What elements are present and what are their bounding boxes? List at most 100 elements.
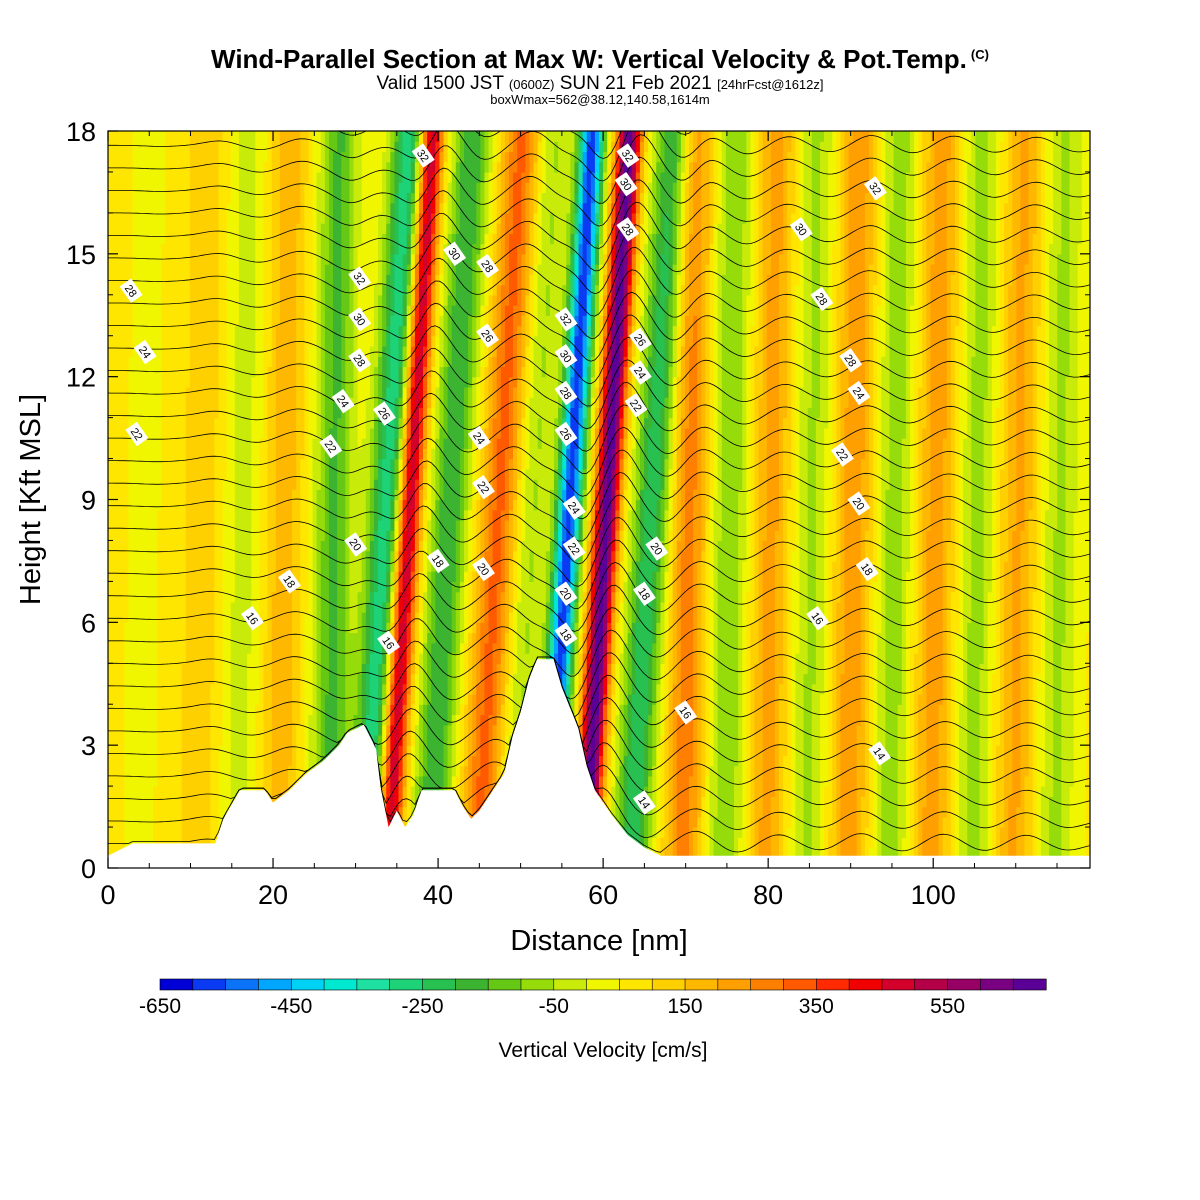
theta-contour-line bbox=[108, 382, 1090, 452]
box-max-info: boxWmax=562@38.12,140.58,1614m bbox=[490, 92, 710, 107]
contour-label-text: 28 bbox=[350, 352, 367, 369]
valid-date: SUN 21 Feb 2021 bbox=[559, 73, 712, 94]
theta-contour-line bbox=[108, 449, 1090, 520]
theta-contour-line bbox=[108, 404, 1090, 475]
contour-label-text: 24 bbox=[631, 365, 648, 382]
theta-contour-line bbox=[108, 179, 1090, 249]
theta-contour-line bbox=[108, 472, 1090, 542]
colorbar-label: -50 bbox=[539, 995, 569, 1018]
contour-label: 22 bbox=[562, 536, 586, 561]
y-tick-label: 0 bbox=[81, 854, 96, 884]
x-tick-label: 20 bbox=[258, 880, 288, 910]
contour-label: 22 bbox=[125, 421, 149, 447]
contour-label: 32 bbox=[411, 143, 435, 168]
colorbar-swatch bbox=[881, 978, 916, 991]
contour-label: 20 bbox=[645, 536, 669, 561]
y-tick-label: 3 bbox=[81, 731, 96, 761]
colorbar-label: 150 bbox=[667, 995, 702, 1018]
contour-label: 14 bbox=[868, 741, 892, 766]
contour-label-text: 14 bbox=[635, 795, 652, 812]
valid-time-utc: (0600Z) bbox=[508, 77, 555, 92]
theta-contour-line bbox=[108, 539, 1090, 610]
contour-label: 18 bbox=[554, 622, 578, 647]
y-tick-label: 12 bbox=[66, 363, 96, 393]
x-tick-label: 0 bbox=[100, 880, 115, 910]
contour-label: 20 bbox=[472, 556, 495, 582]
contour-label-text: 24 bbox=[850, 385, 867, 402]
contour-label-text: 22 bbox=[474, 479, 491, 496]
contour-label: 20 bbox=[847, 491, 871, 516]
theta-contour-line bbox=[108, 314, 1090, 385]
theta-contour-line bbox=[108, 607, 1090, 677]
contour-label-text: 20 bbox=[474, 561, 491, 578]
theta-contour-line bbox=[108, 652, 1090, 718]
contour-label-text: 20 bbox=[346, 537, 363, 554]
contour-label: 26 bbox=[628, 327, 652, 353]
contour-label-text: 16 bbox=[243, 610, 260, 627]
contour-label-text: 26 bbox=[375, 406, 392, 423]
forecast-info: [24hrFcst@1612z] bbox=[717, 77, 824, 92]
colorbar-swatch bbox=[192, 978, 227, 991]
contour-label-text: 28 bbox=[478, 258, 495, 275]
contour-label-text: 22 bbox=[627, 397, 644, 414]
contour-label-text: 18 bbox=[635, 586, 652, 603]
y-tick-label: 9 bbox=[81, 486, 96, 516]
colorbar-swatch bbox=[258, 978, 292, 991]
contour-label: 20 bbox=[344, 532, 368, 557]
colorbar-swatch bbox=[553, 978, 588, 991]
contour-label: 28 bbox=[476, 253, 500, 279]
contour-label-text: 26 bbox=[557, 426, 574, 443]
theta-contour-line bbox=[108, 224, 1090, 295]
contour-label: 28 bbox=[119, 278, 143, 303]
contour-label: 28 bbox=[616, 217, 640, 242]
contour-label: 14 bbox=[632, 790, 656, 815]
contour-label: 32 bbox=[348, 266, 372, 291]
colorbar-swatch bbox=[225, 978, 260, 991]
contour-label-text: 22 bbox=[128, 426, 145, 443]
colorbar-swatch bbox=[848, 978, 883, 991]
contour-label: 22 bbox=[624, 393, 648, 418]
contour-label-text: 30 bbox=[792, 221, 809, 238]
theta-contour-line bbox=[108, 426, 1090, 497]
contour-label-text: 28 bbox=[557, 385, 574, 402]
theta-contour-line bbox=[108, 494, 1090, 565]
colorbar-swatch bbox=[455, 978, 489, 991]
colorbar-label: -250 bbox=[401, 995, 443, 1018]
contour-label-text: 16 bbox=[676, 705, 693, 722]
colorbar-swatch bbox=[159, 978, 194, 991]
colorbar-swatch bbox=[815, 978, 850, 991]
contour-label: 28 bbox=[554, 380, 578, 406]
contour-label: 18 bbox=[632, 581, 656, 606]
theta-contour-line bbox=[108, 291, 1090, 362]
colorbar-swatch bbox=[750, 978, 785, 991]
theta-contour-line bbox=[108, 656, 1090, 816]
theta-contour-line bbox=[108, 656, 1090, 793]
contour-label: 24 bbox=[331, 388, 355, 414]
contour-label-text: 30 bbox=[445, 246, 462, 263]
contour-label: 28 bbox=[839, 348, 863, 373]
colorbar-swatch bbox=[422, 978, 456, 991]
theta-contour-line bbox=[338, 131, 754, 159]
contour-label: 18 bbox=[278, 569, 301, 594]
contour-label-text: 30 bbox=[350, 311, 367, 328]
contour-label: 24 bbox=[133, 339, 157, 365]
contour-label: 30 bbox=[443, 241, 467, 267]
y-axis-label: Height [Kft MSL] bbox=[15, 394, 47, 605]
contour-label-text: 14 bbox=[870, 746, 887, 763]
contour-label: 18 bbox=[855, 556, 879, 582]
colorbar-label: -450 bbox=[270, 995, 312, 1018]
contour-label-text: 18 bbox=[858, 561, 875, 578]
contour-label: 16 bbox=[377, 630, 401, 656]
theta-contour-line bbox=[108, 201, 1090, 272]
x-tick-label: 60 bbox=[588, 880, 618, 910]
contour-label-text: 16 bbox=[808, 610, 825, 627]
plot-area bbox=[108, 131, 1090, 868]
colorbar-swatch bbox=[980, 978, 1014, 991]
colorbar-swatch bbox=[487, 978, 522, 991]
contour-label: 16 bbox=[806, 605, 830, 631]
colorbar-swatch bbox=[783, 978, 817, 991]
contour-label: 16 bbox=[674, 700, 698, 725]
contour-label: 30 bbox=[348, 307, 372, 332]
contour-label-text: 28 bbox=[122, 283, 139, 300]
